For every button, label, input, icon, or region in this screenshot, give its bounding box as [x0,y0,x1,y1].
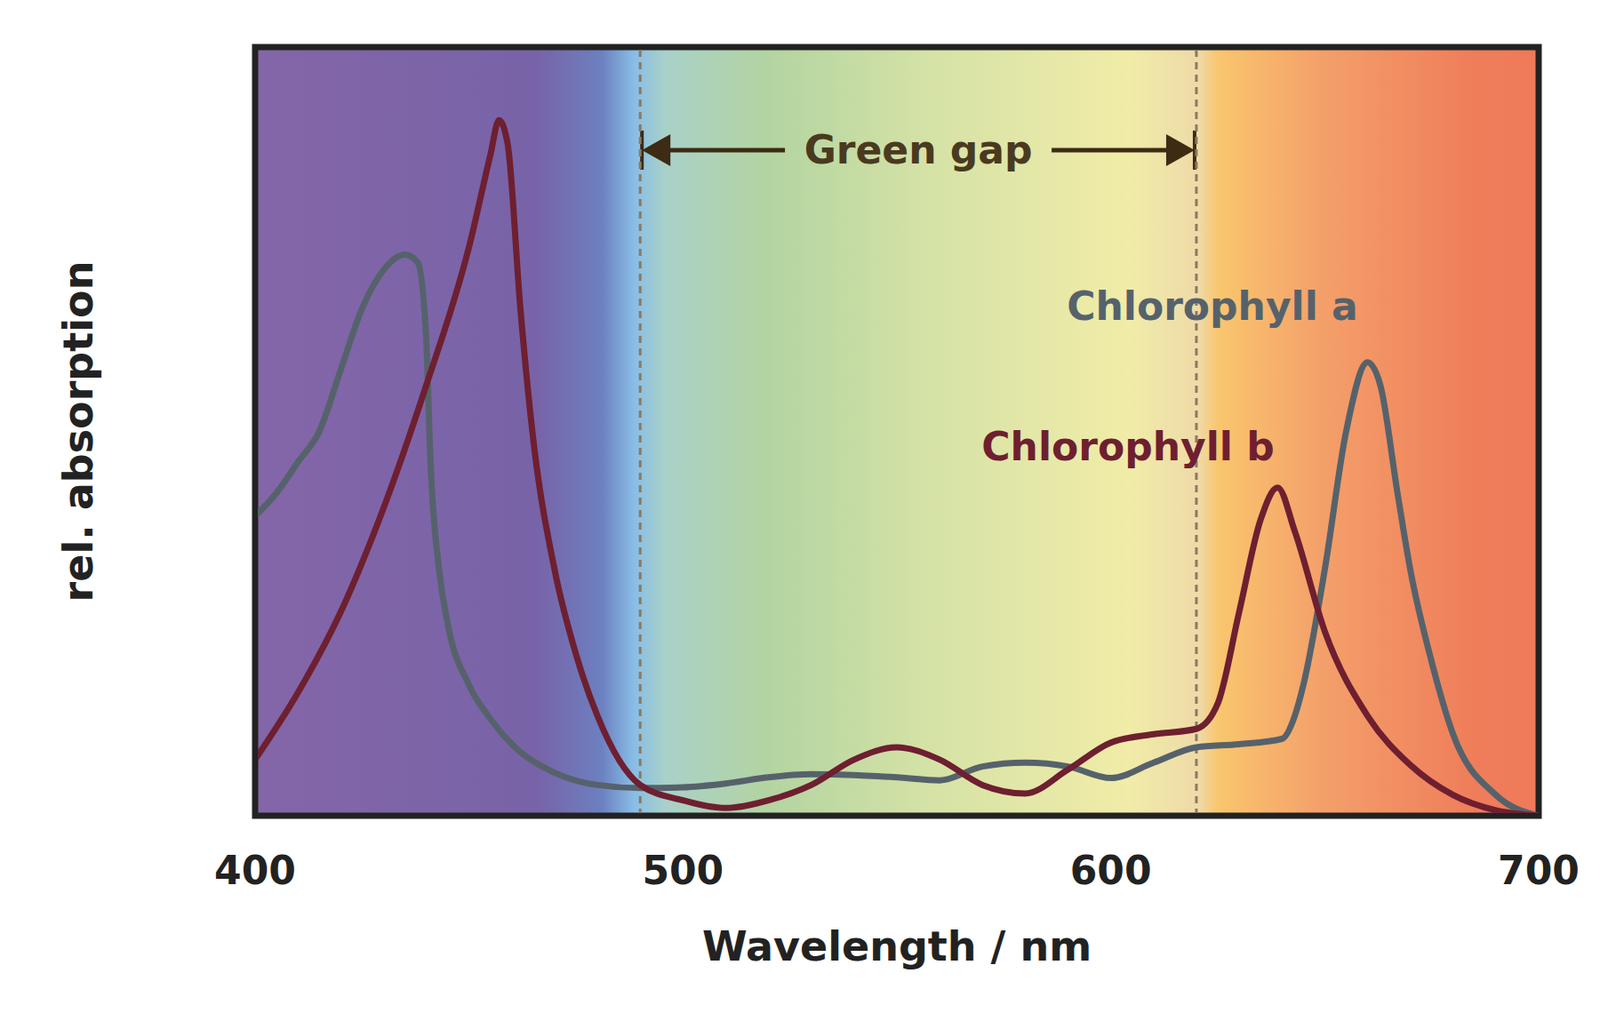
svg-text:Wavelength / nm: Wavelength / nm [702,922,1092,971]
svg-text:500: 500 [641,848,724,894]
html-text:Chlorophyll a: Chlorophyll a [1066,283,1359,329]
svg-text:700: 700 [1497,848,1580,894]
svg-text:400: 400 [214,848,296,894]
svg-text:Green gap: Green gap [804,127,1033,173]
svg-text:rel. absorption: rel. absorption [54,261,103,603]
html-text:Chlorophyll b: Chlorophyll b [981,423,1275,469]
svg-text:600: 600 [1070,848,1152,894]
